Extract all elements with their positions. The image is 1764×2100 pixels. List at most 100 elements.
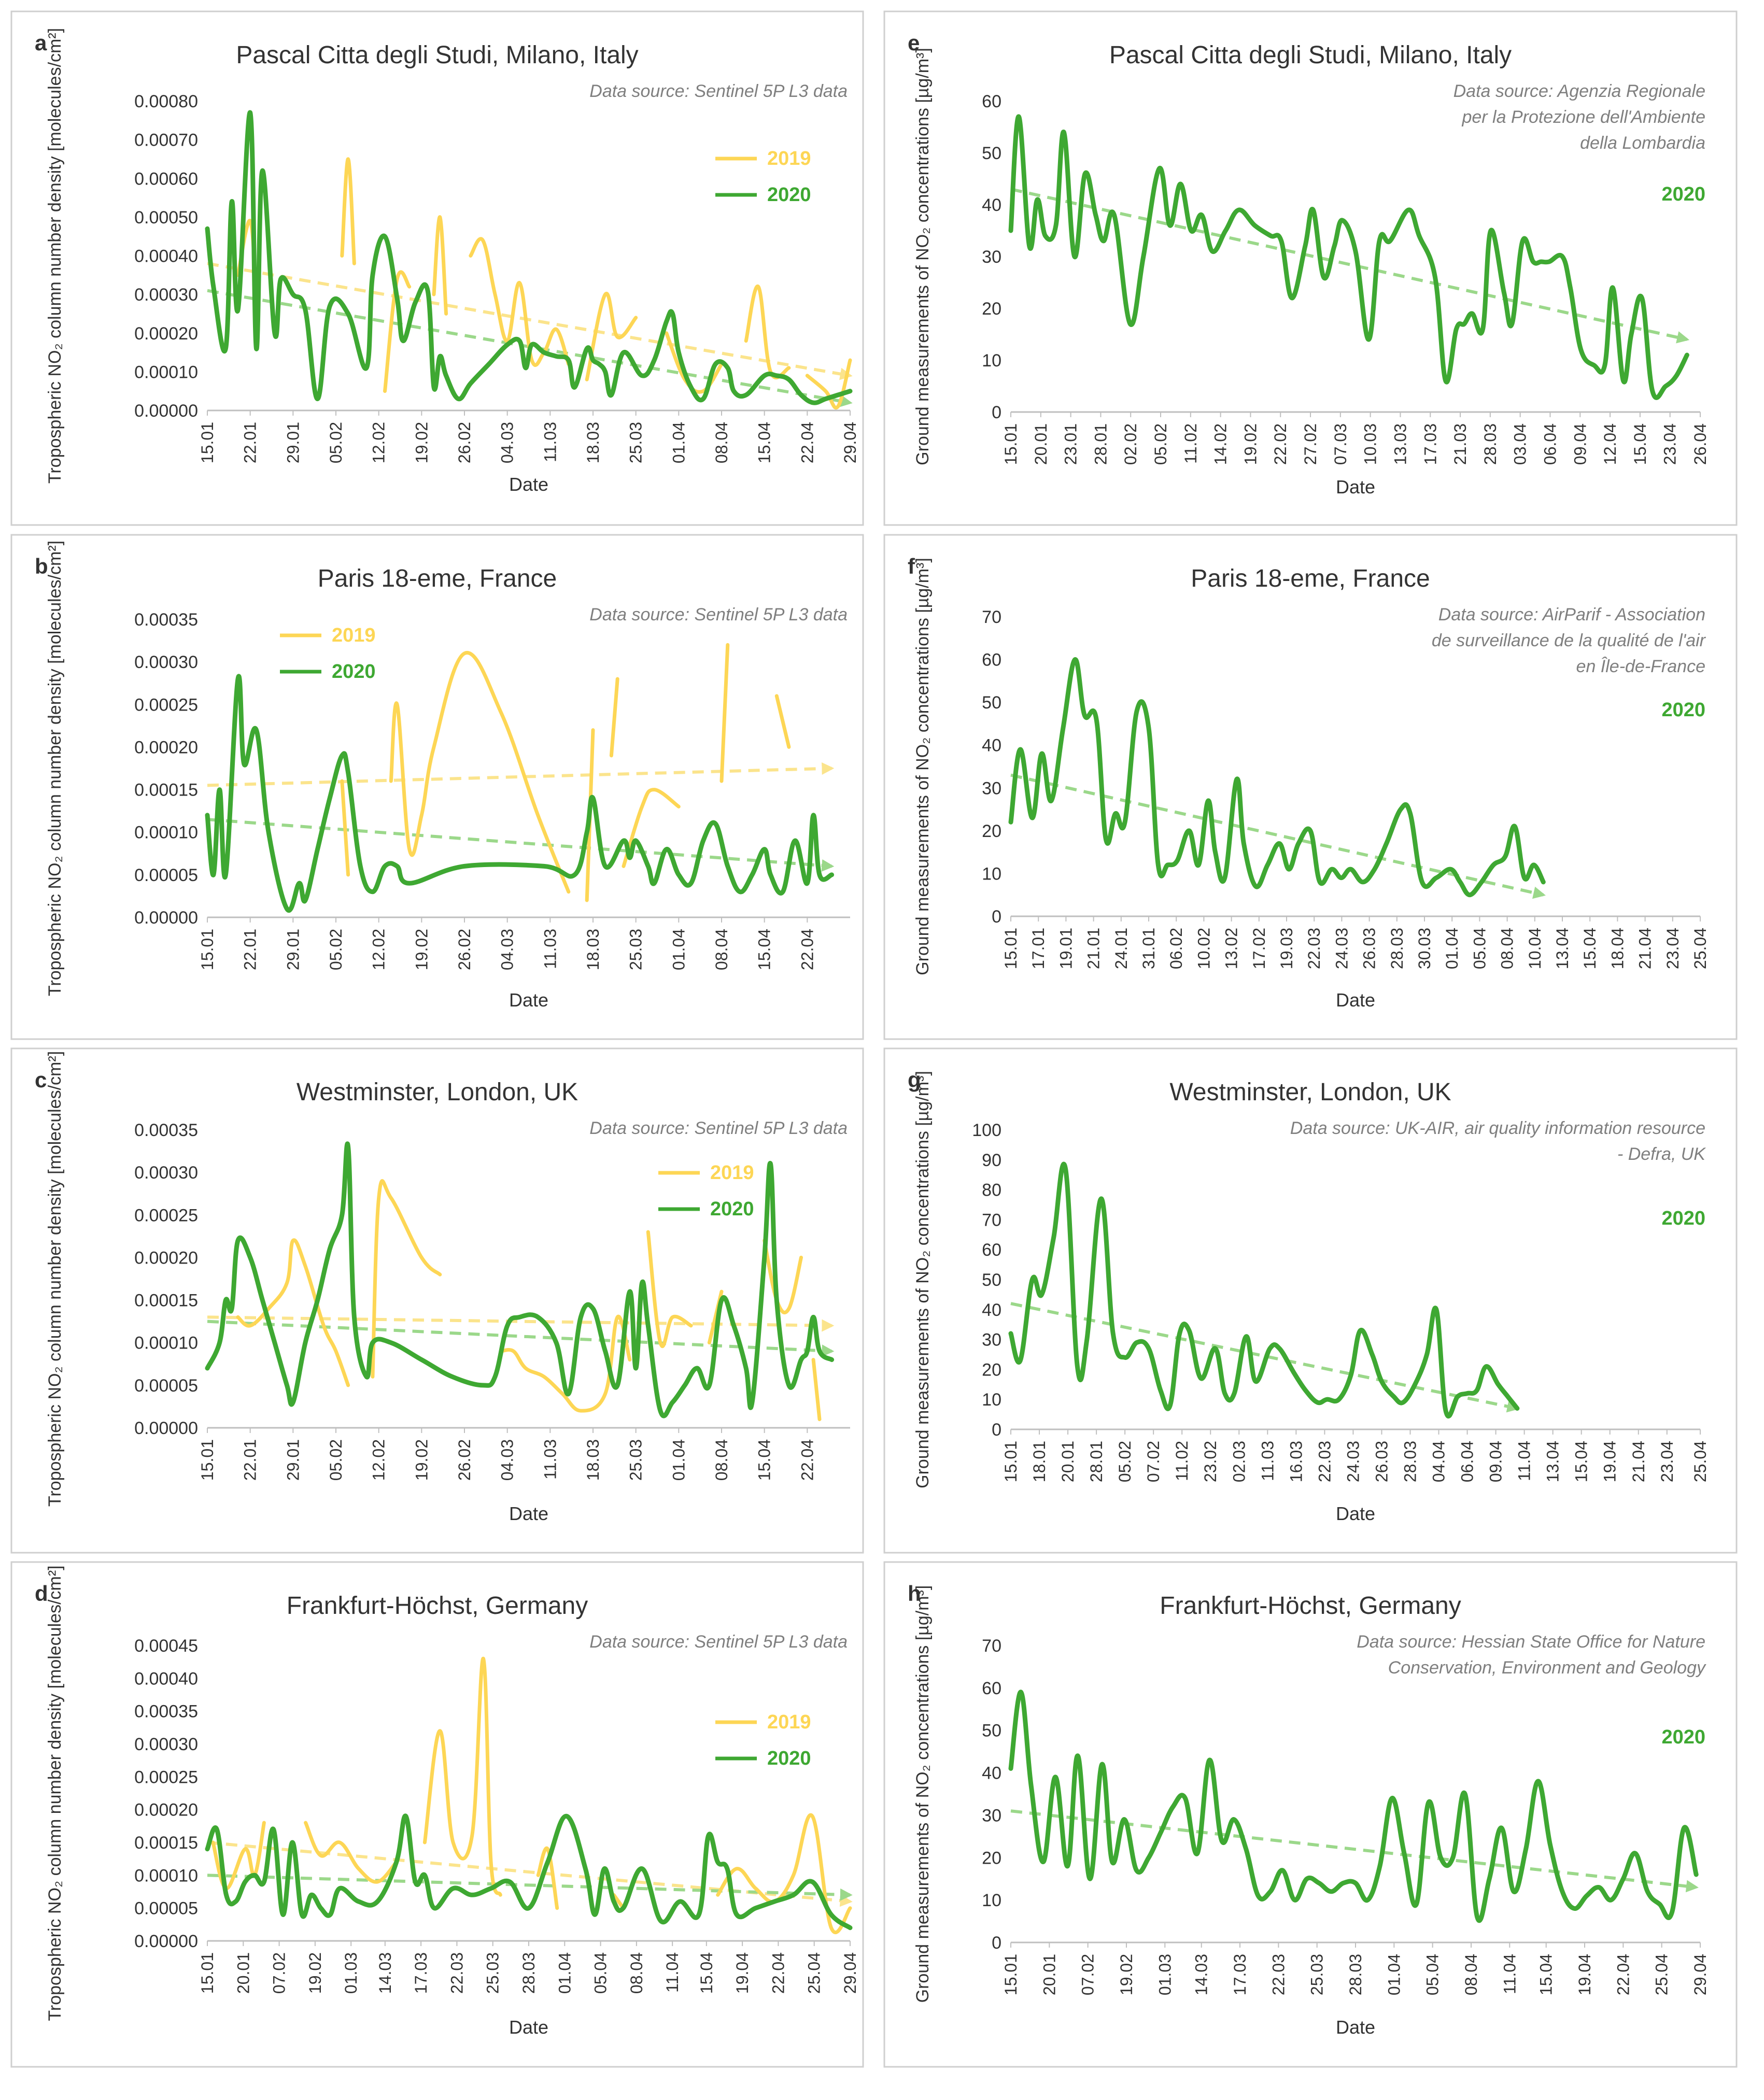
data-source-line: per la Protezione dell'Ambiente [1461,107,1705,127]
y-tick-label: 0.00010 [134,362,198,382]
x-tick-label: 13.03 [1391,423,1409,465]
x-tick-label: 22.02 [1271,423,1290,465]
series-line-2019 [622,788,681,868]
x-tick-label: 15.01 [198,1439,217,1481]
x-tick-label: 15.04 [1631,423,1649,465]
panel-frame [10,1561,864,2068]
series-line-2020 [205,110,853,405]
y-tick-label: 0.00025 [134,695,198,715]
panel-letter: d [35,1581,48,1606]
y-tick-label: 30 [982,1330,1001,1350]
chart-panel-a: a Pascal Citta degli Studi, Milano, Italy… [10,10,864,526]
chart-panel-g: g Westminster, London, UK 0 10 20 30 40 50 60 70 8… [883,1047,1738,1554]
x-tick-label: 25.03 [627,422,645,463]
x-tick-label: 22.04 [798,422,816,463]
chart-title: Pascal Citta degli Studi, Milano, Italy [236,41,638,69]
series-line-2019 [389,650,571,894]
x-tick-label: 26.03 [1360,928,1379,969]
x-tick-label: 13.02 [1222,928,1241,969]
x-tick-label: 16.03 [1287,1441,1305,1482]
panel-frame [883,1561,1738,2068]
x-tick-label: 08.04 [1498,928,1517,969]
x-tick-label: 09.04 [1571,423,1589,465]
x-tick-label: 09.04 [1487,1441,1505,1482]
x-tick-label: 15.01 [198,422,217,463]
y-tick-label: 0 [992,403,1001,422]
x-tick-label: 11.03 [541,422,559,462]
chart-title: Paris 18-eme, France [318,565,557,592]
x-tick-label: 22.04 [798,1439,816,1481]
y-tick-label: 0.00000 [134,1932,198,1951]
series-line-2019 [340,779,350,877]
x-tick-label: 29.04 [841,422,859,463]
series-line-2020 [1008,1690,1699,1923]
x-tick-label: 04.03 [498,1439,517,1481]
x-tick-label: 10.04 [1526,928,1544,969]
series-line-2019 [716,1813,852,1935]
series-line-2020 [1008,1161,1520,1418]
x-tick-label: 02.02 [1121,423,1140,465]
x-tick-label: 22.01 [241,929,260,970]
y-tick-label: 30 [982,247,1001,267]
x-tick-label: 27.02 [1301,423,1320,465]
y-tick-label: 10 [982,864,1001,884]
x-tick-label: 20.01 [1040,1954,1059,1995]
y-tick-label: 60 [982,1679,1001,1698]
y-tick-label: 0.00035 [134,610,198,630]
chart-title: Westminster, London, UK [297,1079,578,1106]
x-tick-label: 22.04 [1614,1954,1632,1995]
x-tick-label: 29.01 [284,929,302,970]
x-tick-label: 01.03 [1155,1954,1174,1995]
x-tick-label: 22.03 [1269,1954,1288,1995]
y-tick-label: 0.00030 [134,1163,198,1183]
x-tick-label: 20.01 [234,1952,252,1994]
x-tick-label: 24.03 [1344,1441,1362,1482]
x-tick-label: 15.04 [697,1952,716,1994]
x-tick-label: 07.03 [1331,423,1350,465]
trend-line-2019 [207,262,853,380]
x-tick-label: 12.02 [370,929,388,970]
y-tick-label: 100 [972,1120,1001,1140]
y-tick-label: 20 [982,1848,1001,1868]
x-tick-label: 28.03 [1481,423,1500,465]
y-tick-label: 0.00035 [134,1120,198,1140]
x-tick-label: 11.04 [663,1952,682,1993]
y-tick-label: 0.00015 [134,781,198,800]
trend-line-2020 [207,1874,853,1901]
x-tick-label: 21.04 [1629,1441,1648,1482]
y-tick-label: 0 [992,907,1001,927]
data-source-line: Data source: AirParif - Association [1438,605,1705,625]
y-tick-label: 20 [982,1360,1001,1380]
x-tick-label: 14.02 [1211,423,1230,465]
trend-line-2020 [1010,1302,1520,1413]
series-line-2019 [236,1238,350,1387]
x-tick-label: 18.03 [584,422,602,463]
series-line-2019 [371,1179,442,1379]
x-tick-label: 28.03 [1346,1954,1365,1995]
x-tick-label: 03.04 [1511,423,1530,465]
x-axis-label: Date [1336,989,1375,1011]
data-source-line: de surveillance de la qualité de l'air [1432,631,1706,650]
data-source-line: Conservation, Environment and Geology [1388,1658,1706,1678]
x-tick-label: 15.01 [1001,1954,1020,1995]
x-tick-label: 01.04 [1443,928,1461,969]
x-tick-label: 19.02 [306,1952,324,1994]
x-tick-label: 11.03 [541,1439,559,1480]
legend-label-2020: 2020 [767,184,811,206]
x-tick-label: 11.02 [1173,1441,1191,1481]
legend-label-2020: 2020 [332,661,376,683]
series-line-2020 [205,674,835,913]
series-line-2019 [805,358,852,410]
x-tick-label: 05.04 [591,1952,610,1994]
x-tick-label: 25.03 [484,1952,502,1994]
chart-panel-b: b Paris 18-eme, France 0.00000 0.00005 0.000… [10,534,864,1040]
y-tick-label: 40 [982,1300,1001,1320]
x-tick-label: 15.04 [755,1439,774,1481]
x-tick-label: 22.03 [447,1952,466,1994]
x-tick-label: 21.04 [1636,928,1655,969]
x-tick-label: 19.04 [1575,1954,1594,1995]
x-tick-label: 15.04 [1572,1441,1591,1482]
y-tick-label: 50 [982,693,1001,713]
x-tick-label: 26.02 [455,929,474,970]
x-tick-label: 25.04 [1691,1441,1710,1482]
